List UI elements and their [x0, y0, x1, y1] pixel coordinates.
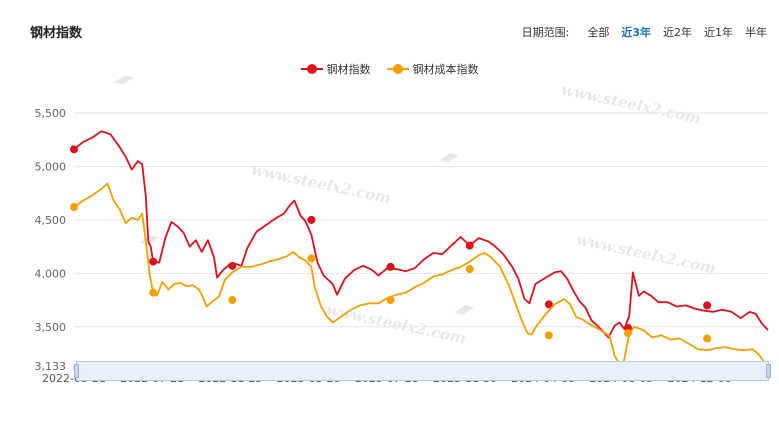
legend-label-cost: 钢材成本指数	[412, 63, 479, 76]
steel-index-marker	[544, 300, 553, 309]
range-option-2y[interactable]: 近2年	[663, 26, 692, 39]
range-option-1y[interactable]: 近1年	[704, 26, 733, 39]
cost-index-marker	[703, 334, 712, 343]
y-tick-label: 3,500	[35, 321, 67, 334]
cost-index-marker	[465, 265, 474, 274]
steel-index-marker	[70, 145, 78, 154]
range-option-3y[interactable]: 近3年	[621, 26, 651, 39]
y-tick-label: 4,500	[35, 214, 67, 227]
legend-item-cost-index[interactable]: 钢材成本指数	[386, 61, 479, 77]
legend-swatch-steel	[300, 64, 323, 74]
cost-index-line	[73, 182, 769, 367]
y-tick-label: 3,133	[35, 360, 67, 373]
legend-label-steel: 钢材指数	[326, 63, 371, 76]
y-tick-label: 5,000	[35, 160, 67, 173]
cost-index-marker	[70, 203, 78, 212]
data-zoom-slider[interactable]	[74, 361, 771, 381]
cost-index-marker	[228, 296, 237, 305]
date-range-selector: 日期范围: 全部 近3年 近2年 近1年 半年	[522, 24, 767, 40]
cost-index-marker	[149, 288, 158, 297]
range-option-all[interactable]: 全部	[587, 26, 610, 39]
steel-index-marker	[149, 257, 158, 266]
date-range-label: 日期范围:	[521, 26, 570, 39]
legend-swatch-cost	[386, 64, 409, 74]
steel-index-marker	[703, 301, 712, 310]
cost-index-marker	[544, 331, 553, 340]
y-tick-label: 5,500	[35, 107, 67, 120]
legend-item-steel-index[interactable]: 钢材指数	[300, 61, 371, 77]
steel-index-marker	[307, 215, 316, 224]
cost-index-marker	[307, 254, 316, 263]
cost-index-marker	[623, 329, 632, 338]
cost-index-marker	[386, 296, 395, 305]
y-tick-label: 4,000	[35, 267, 67, 280]
steel-index-marker	[386, 262, 395, 271]
chart-title: 钢材指数	[30, 26, 83, 41]
zoom-handle-left[interactable]	[74, 364, 79, 378]
zoom-handle-right[interactable]	[766, 364, 771, 378]
range-option-half-year[interactable]: 半年	[745, 26, 767, 39]
steel-index-marker	[465, 241, 474, 250]
chart-legend: 钢材指数 钢材成本指数	[0, 61, 779, 77]
steel-index-line	[73, 130, 769, 339]
steel-index-marker	[228, 261, 237, 270]
